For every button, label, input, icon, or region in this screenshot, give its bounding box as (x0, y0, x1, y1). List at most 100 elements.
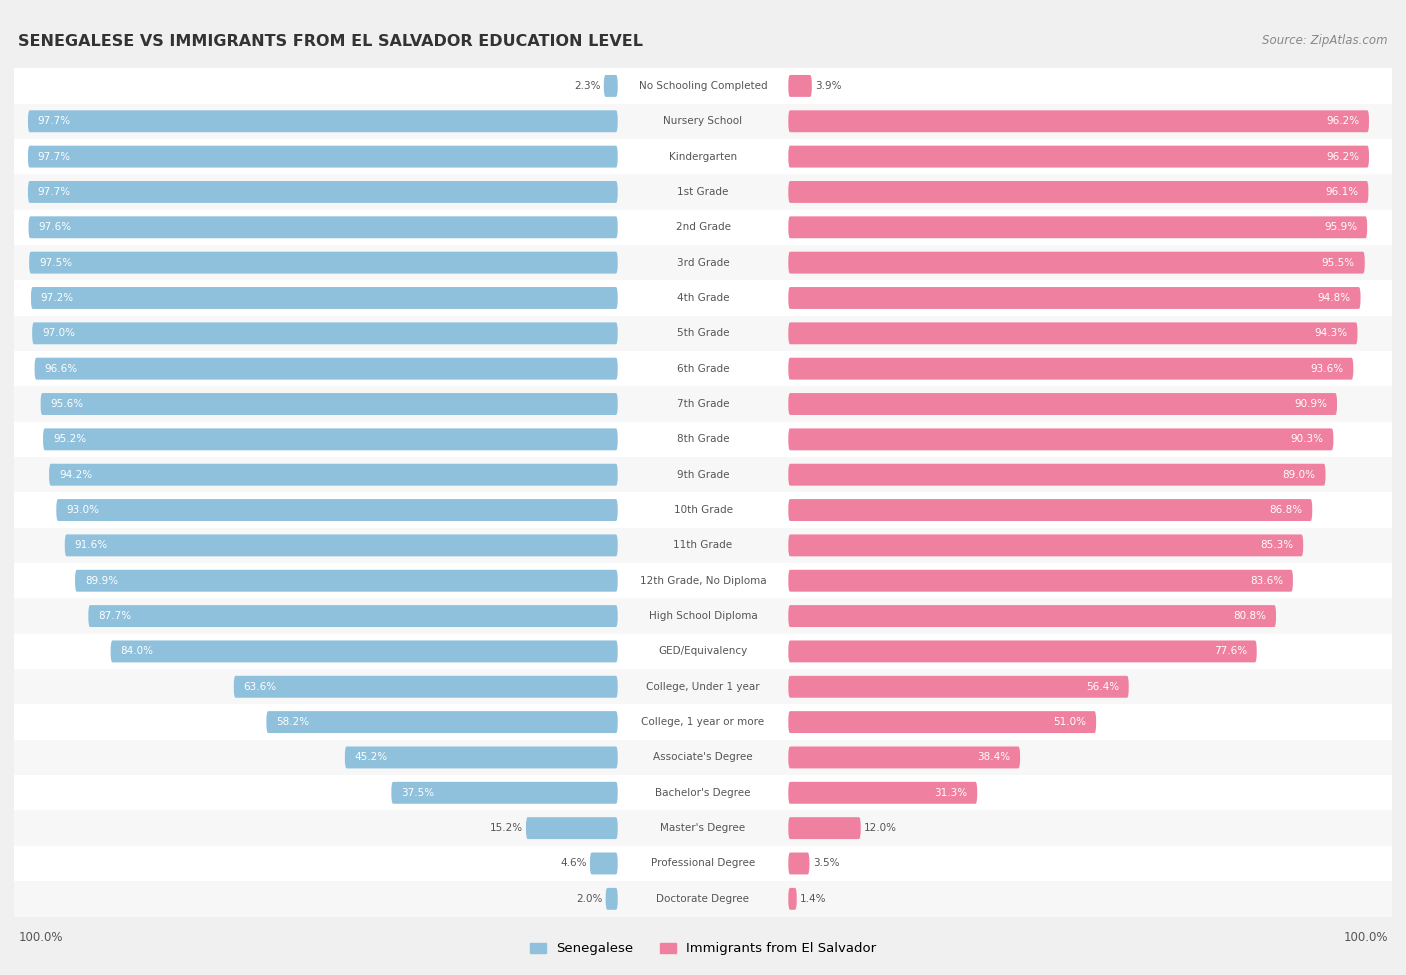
Legend: Senegalese, Immigrants from El Salvador: Senegalese, Immigrants from El Salvador (524, 937, 882, 960)
Text: 9th Grade: 9th Grade (676, 470, 730, 480)
Bar (14, 351, 1392, 386)
FancyBboxPatch shape (789, 569, 1294, 592)
Text: 90.3%: 90.3% (1291, 434, 1323, 445)
Text: 97.7%: 97.7% (38, 116, 70, 127)
Bar (14, 245, 1392, 281)
Bar (14, 457, 1392, 492)
Bar (14, 492, 1392, 527)
Text: 2nd Grade: 2nd Grade (675, 222, 731, 232)
Text: 4.6%: 4.6% (560, 858, 586, 869)
Bar (14, 634, 1392, 669)
FancyBboxPatch shape (44, 428, 617, 450)
Bar (14, 175, 1392, 210)
Text: 58.2%: 58.2% (276, 717, 309, 727)
Text: 15.2%: 15.2% (489, 823, 523, 834)
Text: 38.4%: 38.4% (977, 753, 1011, 762)
Text: 4th Grade: 4th Grade (676, 292, 730, 303)
Text: 97.7%: 97.7% (38, 187, 70, 197)
FancyBboxPatch shape (789, 323, 1358, 344)
Text: 95.9%: 95.9% (1324, 222, 1357, 232)
Text: 100.0%: 100.0% (18, 931, 63, 945)
Bar (14, 527, 1392, 564)
FancyBboxPatch shape (28, 110, 617, 133)
Bar (14, 386, 1392, 421)
Text: Professional Degree: Professional Degree (651, 858, 755, 869)
Bar (14, 810, 1392, 846)
Text: 37.5%: 37.5% (401, 788, 434, 798)
FancyBboxPatch shape (789, 428, 1333, 450)
FancyBboxPatch shape (789, 464, 1326, 486)
Text: 11th Grade: 11th Grade (673, 540, 733, 551)
Bar (14, 421, 1392, 457)
FancyBboxPatch shape (789, 287, 1361, 309)
Text: Bachelor's Degree: Bachelor's Degree (655, 788, 751, 798)
Text: No Schooling Completed: No Schooling Completed (638, 81, 768, 91)
FancyBboxPatch shape (65, 534, 617, 557)
FancyBboxPatch shape (789, 216, 1367, 238)
FancyBboxPatch shape (789, 888, 797, 910)
FancyBboxPatch shape (603, 75, 617, 97)
Text: 95.5%: 95.5% (1322, 257, 1355, 268)
FancyBboxPatch shape (35, 358, 617, 379)
FancyBboxPatch shape (344, 747, 617, 768)
Text: 77.6%: 77.6% (1213, 646, 1247, 656)
FancyBboxPatch shape (789, 499, 1312, 521)
FancyBboxPatch shape (391, 782, 617, 803)
Bar (14, 881, 1392, 916)
Text: 7th Grade: 7th Grade (676, 399, 730, 410)
Bar (14, 669, 1392, 704)
Text: 1st Grade: 1st Grade (678, 187, 728, 197)
Text: 31.3%: 31.3% (934, 788, 967, 798)
Text: College, Under 1 year: College, Under 1 year (647, 682, 759, 692)
FancyBboxPatch shape (789, 747, 1021, 768)
FancyBboxPatch shape (789, 782, 977, 803)
Text: 97.5%: 97.5% (39, 257, 72, 268)
FancyBboxPatch shape (789, 181, 1368, 203)
Text: Nursery School: Nursery School (664, 116, 742, 127)
Bar (14, 68, 1392, 103)
Text: 85.3%: 85.3% (1260, 540, 1294, 551)
Text: 94.8%: 94.8% (1317, 292, 1351, 303)
FancyBboxPatch shape (789, 358, 1354, 379)
Text: 3.5%: 3.5% (813, 858, 839, 869)
Text: 89.0%: 89.0% (1282, 470, 1316, 480)
Text: 3.9%: 3.9% (815, 81, 842, 91)
Text: 95.6%: 95.6% (51, 399, 83, 410)
Text: 97.7%: 97.7% (38, 151, 70, 162)
Text: Master's Degree: Master's Degree (661, 823, 745, 834)
Bar (14, 281, 1392, 316)
FancyBboxPatch shape (789, 817, 860, 839)
Text: 2.3%: 2.3% (574, 81, 600, 91)
Bar (14, 316, 1392, 351)
Bar (14, 210, 1392, 245)
Text: 96.2%: 96.2% (1326, 116, 1360, 127)
Text: 83.6%: 83.6% (1250, 575, 1284, 586)
Text: 97.2%: 97.2% (41, 292, 75, 303)
FancyBboxPatch shape (526, 817, 617, 839)
FancyBboxPatch shape (789, 75, 811, 97)
FancyBboxPatch shape (56, 499, 617, 521)
Text: 80.8%: 80.8% (1233, 611, 1267, 621)
FancyBboxPatch shape (28, 181, 617, 203)
Text: 97.0%: 97.0% (42, 329, 75, 338)
Text: Doctorate Degree: Doctorate Degree (657, 894, 749, 904)
FancyBboxPatch shape (30, 252, 617, 274)
Bar (14, 704, 1392, 740)
Text: Kindergarten: Kindergarten (669, 151, 737, 162)
Text: 96.2%: 96.2% (1326, 151, 1360, 162)
Text: 90.9%: 90.9% (1294, 399, 1327, 410)
FancyBboxPatch shape (789, 711, 1097, 733)
Text: 86.8%: 86.8% (1270, 505, 1302, 515)
FancyBboxPatch shape (111, 641, 617, 662)
Text: 94.2%: 94.2% (59, 470, 91, 480)
FancyBboxPatch shape (49, 464, 617, 486)
Text: 95.2%: 95.2% (53, 434, 86, 445)
Text: 3rd Grade: 3rd Grade (676, 257, 730, 268)
Bar (14, 740, 1392, 775)
FancyBboxPatch shape (789, 676, 1129, 698)
Text: 87.7%: 87.7% (98, 611, 131, 621)
Text: 100.0%: 100.0% (1343, 931, 1388, 945)
Text: 45.2%: 45.2% (354, 753, 388, 762)
Text: 97.6%: 97.6% (38, 222, 72, 232)
Bar (14, 599, 1392, 634)
